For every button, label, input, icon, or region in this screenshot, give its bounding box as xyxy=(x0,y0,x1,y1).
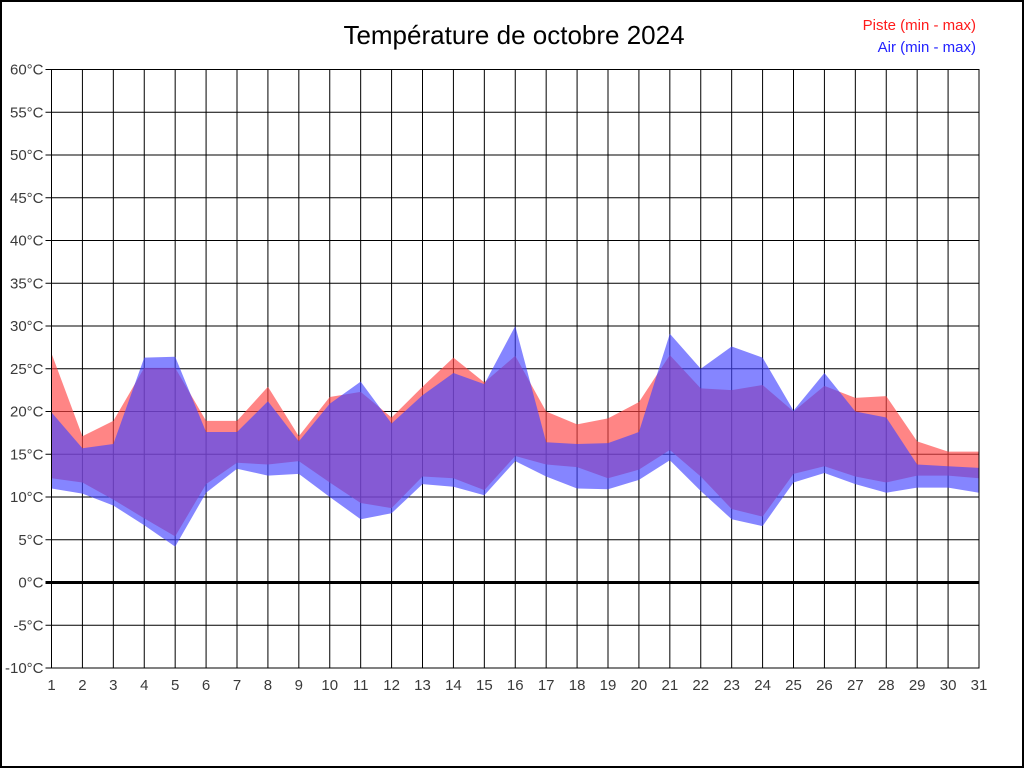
x-axis-tick-label: 8 xyxy=(264,677,272,694)
y-axis-tick-label: 25°C xyxy=(10,361,44,378)
air-minmax-band xyxy=(51,326,979,547)
y-axis-tick-label: 50°C xyxy=(10,147,44,164)
x-axis-tick-label: 15 xyxy=(476,677,493,694)
x-axis-tick-label: 27 xyxy=(847,677,864,694)
legend-item-piste: Piste (min - max) xyxy=(862,17,976,34)
x-axis-tick-label: 14 xyxy=(445,677,462,694)
x-axis-tick-label: 22 xyxy=(692,677,709,694)
x-axis-tick-label: 31 xyxy=(971,677,988,694)
x-axis-tick-label: 17 xyxy=(538,677,555,694)
x-axis-tick-label: 24 xyxy=(754,677,771,694)
x-axis-tick-label: 9 xyxy=(295,677,303,694)
x-axis-tick-label: 2 xyxy=(78,677,86,694)
x-axis-tick-label: 18 xyxy=(569,677,586,694)
legend-item-air: Air (min - max) xyxy=(877,39,976,56)
y-axis-tick-label: 20°C xyxy=(10,404,44,421)
y-axis-tick-label: -10°C xyxy=(5,660,44,677)
x-axis-tick-label: 7 xyxy=(233,677,241,694)
chart-legend: Piste (min - max) Air (min - max) xyxy=(863,15,976,59)
x-axis-tick-label: 19 xyxy=(600,677,617,694)
x-axis-tick-label: 23 xyxy=(723,677,740,694)
x-axis-tick-label: 4 xyxy=(140,677,148,694)
x-axis-tick-label: 16 xyxy=(507,677,524,694)
x-axis-tick-label: 6 xyxy=(202,677,210,694)
x-axis-tick-label: 10 xyxy=(321,677,338,694)
y-axis-tick-label: 5°C xyxy=(18,532,43,549)
y-axis-tick-label: 35°C xyxy=(10,275,44,292)
y-axis-tick-label: -5°C xyxy=(13,617,43,634)
x-axis-tick-label: 25 xyxy=(785,677,802,694)
x-axis-tick-label: 3 xyxy=(109,677,117,694)
x-axis-tick-label: 30 xyxy=(940,677,957,694)
y-axis-tick-label: 55°C xyxy=(10,104,44,121)
x-axis-tick-label: 29 xyxy=(909,677,926,694)
x-axis-tick-label: 13 xyxy=(414,677,431,694)
y-axis-tick-label: 0°C xyxy=(18,575,43,592)
plot-frame xyxy=(51,69,980,669)
chart-title: Température de octobre 2024 xyxy=(343,20,685,50)
x-axis-tick-label: 5 xyxy=(171,677,179,694)
y-axis-tick-label: 60°C xyxy=(10,62,44,79)
x-axis-tick-label: 12 xyxy=(383,677,400,694)
x-axis-tick-label: 21 xyxy=(661,677,678,694)
y-axis-tick-label: 15°C xyxy=(10,446,44,463)
x-axis-tick-label: 26 xyxy=(816,677,833,694)
x-axis-tick-label: 1 xyxy=(47,677,55,694)
y-axis-tick-label: 10°C xyxy=(10,489,44,506)
x-axis-tick-label: 11 xyxy=(353,677,369,694)
y-axis-tick-label: 30°C xyxy=(10,318,44,335)
y-axis-tick-label: 40°C xyxy=(10,233,44,250)
y-axis-tick-label: 45°C xyxy=(10,190,44,207)
x-axis-tick-label: 28 xyxy=(878,677,895,694)
x-axis-tick-label: 20 xyxy=(631,677,648,694)
